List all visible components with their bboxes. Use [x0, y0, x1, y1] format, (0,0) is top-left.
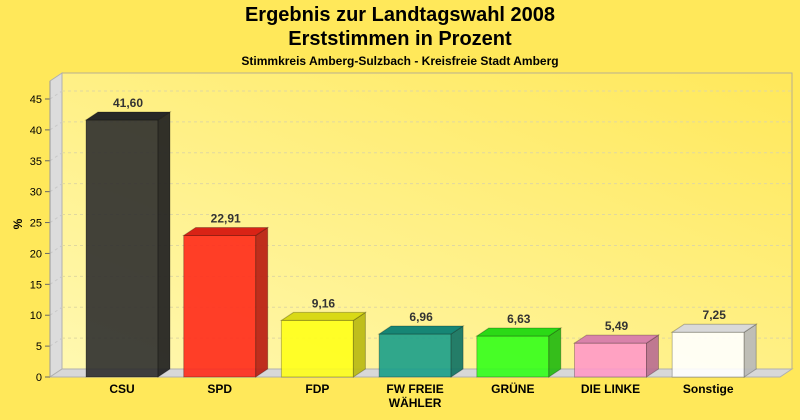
- x-tick-label: FW FREIE: [386, 382, 443, 396]
- x-tick-label: FDP: [305, 382, 329, 396]
- x-tick-label: WÄHLER: [389, 395, 442, 410]
- bar-top: [182, 226, 270, 236]
- plot-side-wall: [49, 72, 63, 378]
- y-tick-label: 40: [30, 125, 42, 137]
- bar-top-shade: [183, 227, 268, 236]
- y-axis-label: %: [11, 218, 25, 229]
- chart-subtitle: Erststimmen in Prozent: [288, 28, 512, 50]
- data-label: 22,91: [211, 211, 241, 225]
- bar-side-shade: [744, 324, 757, 377]
- bar: [280, 319, 354, 378]
- bar-side-shade: [353, 312, 366, 377]
- gridline-side: [49, 337, 63, 347]
- bar: [574, 342, 647, 378]
- y-tick-label: 35: [30, 156, 42, 168]
- data-label: 41,60: [113, 96, 143, 110]
- bar: [183, 234, 257, 378]
- bar-top: [377, 325, 465, 335]
- bar-top-shade: [574, 335, 659, 344]
- x-tick-label: GRÜNE: [491, 381, 534, 396]
- x-tick-label: DIE LINKE: [581, 382, 640, 396]
- bar-top: [475, 327, 563, 337]
- x-tick-label: CSU: [109, 382, 134, 396]
- bar-top: [572, 334, 661, 344]
- gridline-side: [49, 275, 63, 285]
- bar-side: [255, 226, 269, 378]
- data-label: 5,49: [605, 319, 629, 333]
- bar-top-shade: [379, 326, 464, 335]
- bar-side-shade: [158, 112, 170, 377]
- x-tick-label: Sonstige: [683, 382, 734, 396]
- bar-top-shade: [476, 328, 561, 337]
- chart-subtitle-2: Stimmkreis Amberg-Sulzbach - Kreisfreie …: [241, 54, 559, 68]
- plot-back-wall: [61, 72, 793, 370]
- y-tick-label: 5: [36, 341, 42, 353]
- chart-title: Ergebnis zur Landtagswahl 2008: [244, 4, 556, 26]
- y-tick-label: 20: [30, 248, 42, 260]
- y-tick-label: 10: [30, 310, 42, 322]
- bar-side-shade: [646, 335, 659, 377]
- y-tick-label: 0: [36, 372, 42, 384]
- data-label: 7,25: [703, 308, 727, 322]
- data-label: 9,16: [312, 296, 336, 310]
- bar-side-shade: [255, 227, 268, 377]
- bar-top: [84, 111, 172, 121]
- y-tick-label: 15: [30, 279, 42, 291]
- bar-side-shade: [548, 328, 561, 377]
- gridline-side: [49, 245, 63, 254]
- y-tick-label: 25: [30, 218, 42, 230]
- data-label: 6,96: [409, 310, 433, 324]
- y-tick-label: 30: [30, 187, 42, 199]
- bar-top: [279, 311, 368, 321]
- bar: [671, 331, 745, 378]
- gridline-side: [49, 152, 63, 162]
- gridline-side: [49, 183, 63, 193]
- bar-side-shade: [451, 326, 464, 377]
- gridline-side: [49, 214, 63, 223]
- gridline-side: [49, 121, 63, 131]
- bar: [476, 335, 550, 378]
- data-label: 6,63: [507, 312, 531, 326]
- gridline-side: [49, 90, 63, 100]
- x-tick-label: SPD: [207, 382, 232, 396]
- bar-top-shade: [281, 312, 366, 321]
- bar: [85, 119, 159, 378]
- y-tick-label: 45: [30, 94, 42, 106]
- bar: [378, 333, 452, 378]
- bar-top-shade: [672, 324, 757, 333]
- bar-top-shade: [86, 112, 170, 121]
- gridline-side: [49, 306, 63, 316]
- bar-top: [670, 323, 758, 333]
